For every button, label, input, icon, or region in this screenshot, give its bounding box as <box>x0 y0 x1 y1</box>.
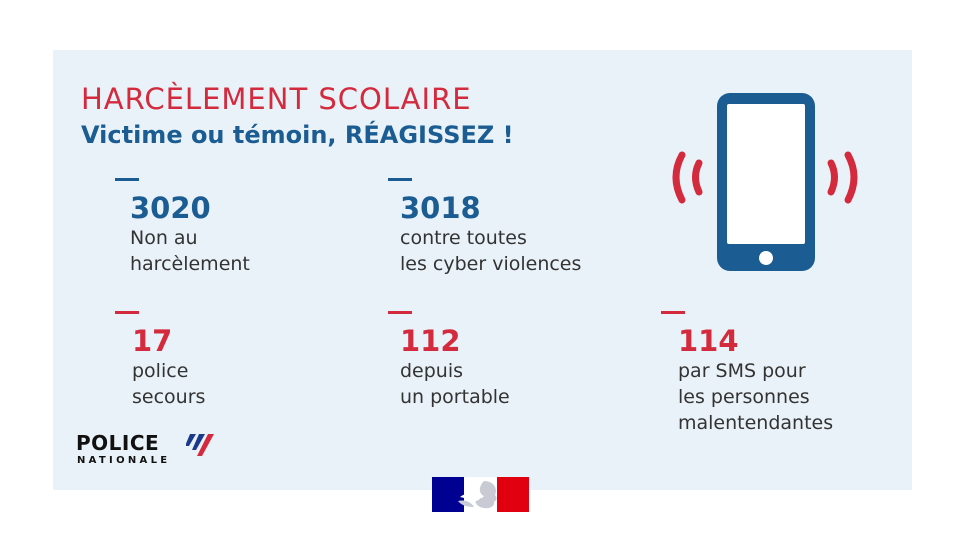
number-item-3018: 3018 contre toutes les cyber violences <box>388 178 581 277</box>
number-item-114: 114 par SMS pour les personnes malentend… <box>661 311 833 436</box>
number-description-line: les cyber violences <box>400 253 582 275</box>
number-description-line: Non au <box>130 227 198 249</box>
police-nationale-logo: POLICE NATIONALE <box>76 432 226 468</box>
number-description-line: les personnes <box>678 386 810 408</box>
dash-divider <box>388 311 412 314</box>
number-description-line: secours <box>132 386 206 408</box>
number-description-line: contre toutes <box>400 227 527 249</box>
page-title: HARCÈLEMENT SCOLAIRE <box>81 82 472 116</box>
number-item-112: 112 depuis un portable <box>388 311 510 410</box>
dash-divider <box>115 311 139 314</box>
tricolor-stripes-icon <box>186 434 214 456</box>
logo-subtitle: NATIONALE <box>77 455 171 466</box>
phone-number: 3018 <box>400 191 481 225</box>
page-subtitle: Victime ou témoin, RÉAGISSEZ ! <box>81 121 514 149</box>
marianne-logo <box>432 477 529 512</box>
number-description-line: par SMS pour <box>678 360 806 382</box>
number-description-line: un portable <box>400 386 510 408</box>
number-description-line: police <box>132 360 189 382</box>
number-item-17: 17 police secours <box>115 311 205 410</box>
phone-number: 17 <box>132 324 173 358</box>
number-description-line: malentendantes <box>678 412 834 434</box>
dash-divider <box>388 178 412 181</box>
dash-divider <box>115 178 139 181</box>
phone-number: 3020 <box>130 191 211 225</box>
dash-divider <box>661 311 685 314</box>
number-item-3020: 3020 Non au harcèlement <box>115 178 250 277</box>
phone-number: 114 <box>678 324 739 358</box>
number-description-line: depuis <box>400 360 464 382</box>
vibrating-phone-icon <box>672 93 858 271</box>
phone-number: 112 <box>400 324 461 358</box>
logo-name: POLICE <box>76 431 160 455</box>
number-description-line: harcèlement <box>130 253 250 275</box>
